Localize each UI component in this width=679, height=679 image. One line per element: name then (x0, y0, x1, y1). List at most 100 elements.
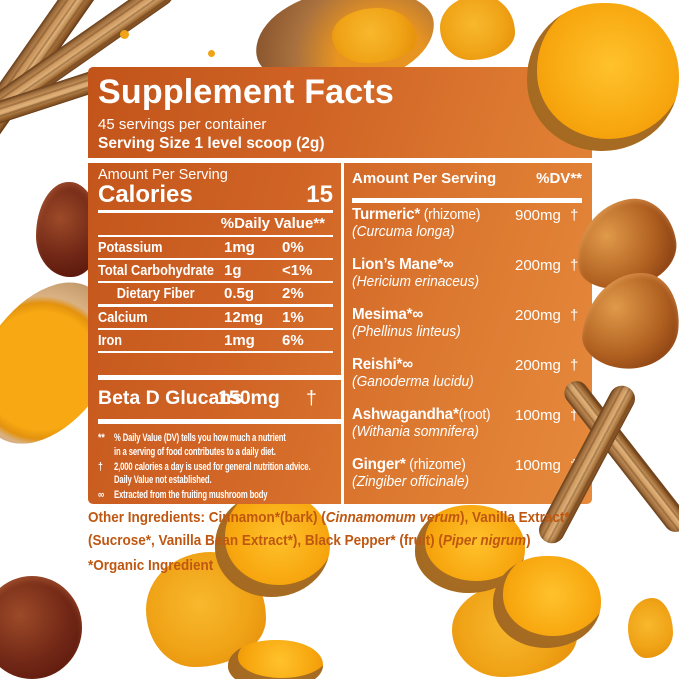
dv-header-label: %DV** (536, 169, 582, 187)
beta-glucans-amount: 150mg (218, 387, 280, 410)
ingredient-latin: (Ganoderma lucidu) (352, 374, 474, 391)
nutrient-name: Potassium (98, 239, 163, 257)
other-ingredients-text: (Sucrose*, Vanilla Bean Extract*), Black… (88, 532, 443, 549)
footnote-line: Daily Value not established. (114, 474, 212, 487)
ingredient-latin: (Withania somnifera) (352, 424, 479, 441)
supplement-facts-panel: Supplement Facts 45 servings per contain… (88, 67, 592, 504)
panel-columns: Amount Per Serving Calories 15 %Daily Va… (88, 163, 592, 504)
ingredient-latin: (Hericium erinaceus) (352, 274, 480, 291)
ingredient-dv: † (570, 457, 579, 475)
divider-bar (98, 375, 341, 381)
nutrient-row: Calcium 12mg 1% (98, 307, 333, 331)
reishi-cap-image (579, 267, 679, 374)
amount-per-serving-header: Amount Per Serving (98, 167, 228, 184)
nutrient-dv: 2% (282, 285, 304, 303)
nutrient-row: Iron 1mg 6% (98, 330, 333, 354)
ingredient-dv: † (570, 307, 579, 325)
footnote-row: ∞ Extracted from the fruiting mushroom b… (98, 489, 341, 503)
footnote-row: † 2,000 calories a day is used for gener… (98, 461, 341, 489)
other-ingredients-line: (Sucrose*, Vanilla Bean Extract*), Black… (88, 529, 556, 552)
nutrient-name: Iron (98, 332, 123, 350)
ingredient-name: Turmeric* (rhizome) (352, 206, 480, 224)
powder-dot-image (208, 50, 215, 57)
ingredient-name: Reishi*∞ (352, 356, 413, 374)
footnote-symbol: † (98, 460, 103, 473)
turmeric-powder-splashes-image (440, 0, 515, 60)
ingredient-row: Turmeric* (rhizome) (Curcuma longa) 900m… (352, 203, 582, 253)
nutrient-dv: 1% (282, 309, 304, 327)
nutrient-dv: 6% (282, 332, 304, 350)
ingredient-name-text: Mesima*∞ (352, 306, 423, 324)
ingredient-name-text: Lion’s Mane*∞ (352, 256, 454, 274)
ingredient-amount: 200mg (515, 307, 561, 325)
other-ingredients-text: ), Vanilla Extract* (460, 509, 570, 526)
ingredient-name: Ashwagandha*(root) (352, 406, 491, 424)
nutrient-amount: 1g (224, 262, 242, 280)
footnote-line: % Daily Value (DV) tells you how much a … (114, 432, 286, 445)
other-ingredients-text: ) (526, 532, 531, 549)
ingredient-row: Lion’s Mane*∞ (Hericium erinaceus) 200mg… (352, 253, 582, 303)
ingredient-part: (rhizome) (405, 457, 466, 474)
servings-per-container: 45 servings per container (98, 115, 267, 133)
panel-title: Supplement Facts (98, 73, 395, 111)
other-ingredients-latin: Cinnamomum verum (325, 509, 461, 526)
ingredient-name-text: Ashwagandha* (352, 406, 459, 424)
ingredient-row: Ginger* (rhizome) (Zingiber officinale) … (352, 453, 582, 503)
nutrition-column: Amount Per Serving Calories 15 %Daily Va… (88, 163, 341, 504)
ingredient-dv: † (570, 207, 579, 225)
other-ingredients-latin: Piper nigrum (442, 532, 527, 549)
ingredient-amount: 200mg (515, 357, 561, 375)
other-ingredients-text: Other Ingredients: Cinnamon*(bark) ( (88, 509, 326, 526)
header-divider-bar (88, 158, 592, 164)
ingredient-name-text: Turmeric* (352, 206, 421, 224)
ingredient-amount: 100mg (515, 457, 561, 475)
other-ingredients: Other Ingredients: Cinnamon*(bark) (Cinn… (88, 506, 570, 577)
powder-dot-image (120, 30, 129, 39)
ingredient-latin: (Zingiber officinale) (352, 474, 470, 491)
footnote-text: Extracted from the fruiting mushroom bod… (114, 489, 338, 503)
footnotes: ** % Daily Value (DV) tells you how much… (98, 432, 341, 503)
ingredient-dv: † (570, 407, 579, 425)
nutrient-name: Calcium (98, 309, 148, 327)
nutrient-amount: 0.5g (224, 285, 255, 303)
nutrient-amount: 12mg (224, 309, 264, 327)
calories-row: Calories 15 (98, 183, 341, 207)
ingredient-row: Ashwagandha*(root) (Withania somnifera) … (352, 403, 582, 453)
beta-glucans-dv: † (306, 387, 317, 410)
amount-header-label: Amount Per Serving (352, 169, 497, 187)
footnote-symbol: ** (98, 432, 105, 445)
divider-line (98, 210, 333, 214)
ingredient-name: Ginger* (rhizome) (352, 456, 466, 474)
ingredient-part: (root) (458, 407, 491, 424)
footnote-symbol: ∞ (98, 489, 105, 502)
nutrient-amount: 1mg (224, 332, 255, 350)
nutrient-row: Potassium 1mg 0% (98, 237, 333, 261)
other-ingredients-line: Other Ingredients: Cinnamon*(bark) (Cinn… (88, 506, 570, 529)
nutrient-dv: 0% (282, 239, 304, 257)
footnote-line: Extracted from the fruiting mushroom bod… (114, 489, 268, 502)
footnote-text: 2,000 calories a day is used for general… (114, 461, 338, 489)
ingredient-amount: 200mg (515, 257, 561, 275)
ingredient-latin: (Phellinus linteus) (352, 324, 461, 341)
divider-bar (352, 198, 582, 204)
calories-label: Calories (98, 181, 193, 209)
ingredient-name-text: Reishi*∞ (352, 356, 413, 374)
turmeric-slice-bottom-image (228, 640, 323, 679)
footnote-text: % Daily Value (DV) tells you how much a … (114, 432, 338, 460)
nutrient-name: Total Carbohydrate (98, 262, 214, 280)
ingredient-name: Lion’s Mane*∞ (352, 256, 454, 274)
beta-glucans-row: Beta D Glucans 150mg † (98, 387, 341, 413)
amount-per-serving-header: Amount Per Serving %DV** (352, 169, 582, 187)
ingredient-amount: 900mg (515, 207, 561, 225)
ingredients-column: Amount Per Serving %DV** Turmeric* (rhiz… (344, 163, 592, 504)
ingredient-name: Mesima*∞ (352, 306, 423, 324)
turmeric-powder-splashes-image (452, 582, 577, 677)
nutrient-row: Dietary Fiber 0.5g 2% (98, 283, 333, 308)
footnote-line: in a serving of food contributes to a da… (114, 445, 276, 458)
ingredient-latin: (Curcuma longa) (352, 224, 455, 241)
footnote-line: 2,000 calories a day is used for general… (114, 460, 311, 473)
calories-value: 15 (306, 181, 333, 209)
divider-bar (98, 419, 341, 425)
ingredient-name-text: Ginger* (352, 456, 406, 474)
